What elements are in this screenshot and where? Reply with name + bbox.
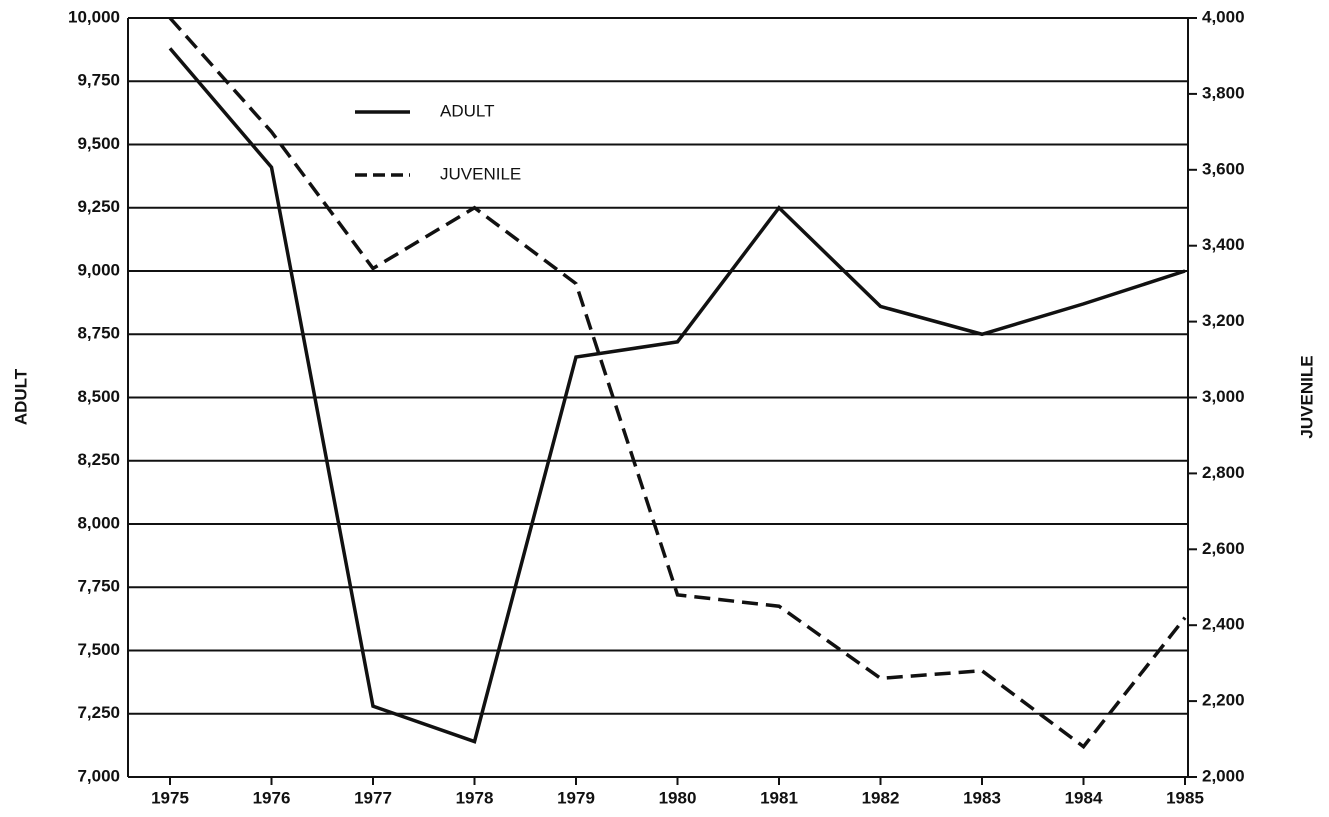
legend-label: ADULT: [440, 101, 494, 120]
y2-tick-label: 2,800: [1202, 463, 1245, 482]
y-tick-label: 8,000: [77, 513, 120, 532]
y-tick-label: 8,500: [77, 387, 120, 406]
series-line: [168, 16, 1187, 750]
x-tick-label: 1985: [1166, 788, 1204, 807]
x-tick-label: 1980: [659, 788, 697, 807]
y2-tick-label: 3,800: [1202, 83, 1245, 102]
y-tick-label: 7,250: [77, 703, 120, 722]
y-tick-label: 8,250: [77, 450, 120, 469]
y2-tick-label: 2,600: [1202, 539, 1245, 558]
x-tick-label: 1982: [862, 788, 900, 807]
x-tick-label: 1975: [151, 788, 189, 807]
x-tick-label: 1983: [963, 788, 1001, 807]
y2-tick-label: 3,200: [1202, 311, 1245, 330]
y2-tick-label: 3,600: [1202, 159, 1245, 178]
y-axis-label: ADULT: [11, 368, 30, 425]
y2-tick-label: 3,400: [1202, 235, 1245, 254]
x-tick-label: 1979: [557, 788, 595, 807]
x-tick-label: 1976: [253, 788, 291, 807]
x-tick-label: 1977: [354, 788, 392, 807]
y-tick-label: 9,000: [77, 260, 120, 279]
legend-label: JUVENILE: [440, 164, 521, 183]
y-tick-label: 7,500: [77, 640, 120, 659]
y-tick-label: 10,000: [68, 7, 120, 26]
y2-tick-label: 2,200: [1202, 691, 1245, 710]
y2-tick-label: 2,400: [1202, 615, 1245, 634]
y-tick-label: 7,750: [77, 577, 120, 596]
series-line: [168, 47, 1186, 744]
y-tick-label: 9,250: [77, 197, 120, 216]
y2-tick-label: 4,000: [1202, 7, 1245, 26]
y-tick-label: 9,750: [77, 71, 120, 90]
y2-tick-label: 3,000: [1202, 387, 1245, 406]
y-tick-label: 7,000: [77, 766, 120, 785]
x-tick-label: 1981: [760, 788, 798, 807]
y2-axis-label: JUVENILE: [1297, 355, 1316, 438]
x-tick-label: 1984: [1065, 788, 1103, 807]
y-tick-label: 9,500: [77, 134, 120, 153]
x-tick-label: 1978: [456, 788, 494, 807]
y-tick-label: 8,750: [77, 324, 120, 343]
y2-tick-label: 2,000: [1202, 766, 1245, 785]
